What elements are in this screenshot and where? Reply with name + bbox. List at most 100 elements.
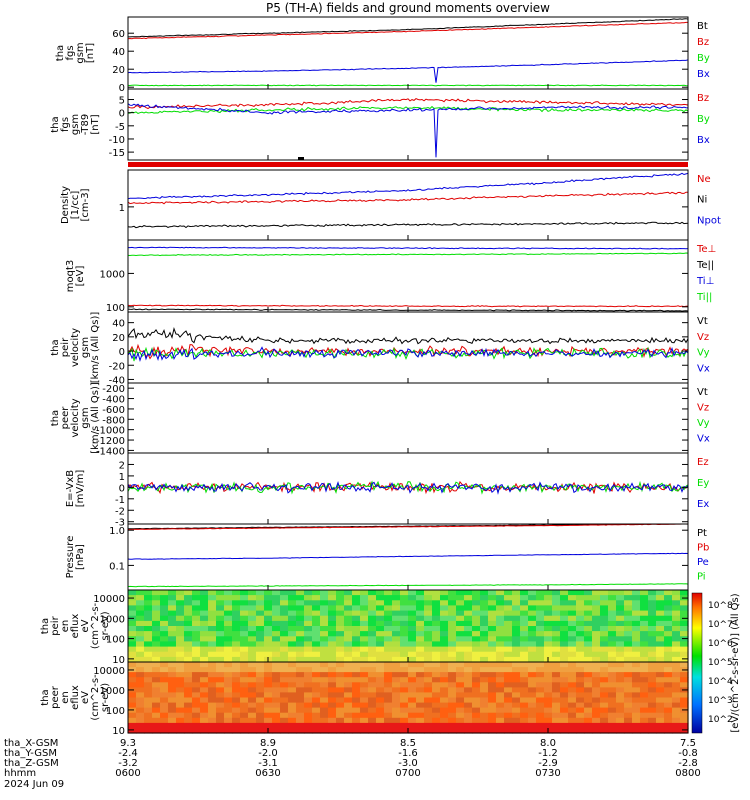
heatmap-cell — [224, 667, 233, 673]
heatmap-cell — [632, 712, 641, 719]
heatmap-cell — [520, 677, 529, 683]
heatmap-cell — [168, 707, 177, 714]
heatmap-cell — [240, 677, 249, 683]
heatmap-cell — [280, 590, 289, 596]
heatmap-cell — [560, 600, 569, 606]
heatmap-cell — [528, 636, 537, 642]
heatmap-cell — [544, 651, 553, 658]
heatmap-cell — [616, 677, 625, 683]
heatmap-cell — [584, 656, 593, 663]
heatmap-cell — [296, 646, 305, 653]
heatmap-cell — [472, 677, 481, 683]
heatmap-cell — [584, 641, 593, 648]
heatmap-cell — [208, 590, 217, 596]
heatmap-cell — [336, 590, 345, 596]
heatmap-cell — [520, 656, 529, 663]
heatmap-cell — [680, 626, 689, 632]
heatmap-cell — [400, 631, 409, 637]
heatmap-cell — [424, 712, 433, 719]
heatmap-cell — [360, 697, 369, 704]
heatmap-cell — [608, 687, 617, 694]
heatmap-cell — [368, 722, 377, 729]
heatmap-cell — [296, 595, 305, 601]
heatmap-cell — [432, 605, 441, 612]
series-line-Bt — [128, 18, 689, 38]
heatmap-cell — [424, 646, 433, 653]
heatmap-cell — [608, 595, 617, 601]
heatmap-cell — [160, 667, 169, 673]
heatmap-cell — [376, 712, 385, 719]
heatmap-cell — [448, 631, 457, 637]
heatmap-cell — [592, 662, 601, 668]
heatmap-cell — [560, 727, 569, 734]
heatmap-cell — [608, 610, 617, 617]
heatmap-cell — [136, 707, 145, 714]
heatmap-cell — [512, 656, 521, 663]
heatmap-cell — [568, 727, 577, 734]
heatmap-cell — [400, 626, 409, 632]
heatmap-cell — [672, 636, 681, 642]
heatmap-cell — [424, 620, 433, 627]
heatmap-cell — [336, 727, 345, 734]
heatmap-cell — [360, 620, 369, 627]
tick-label: 1 — [119, 472, 125, 483]
heatmap-cell — [264, 667, 273, 673]
heatmap-cell — [584, 636, 593, 642]
heatmap-cell — [328, 727, 337, 734]
heatmap-cell — [568, 600, 577, 606]
heatmap-cell — [416, 712, 425, 719]
heatmap-cell — [672, 677, 681, 683]
heatmap-cell — [368, 707, 377, 714]
heatmap-cell — [448, 610, 457, 617]
heatmap-cell — [224, 717, 233, 724]
legend-Bz: Bz — [697, 93, 709, 104]
heatmap-cell — [128, 620, 137, 627]
heatmap-cell — [328, 615, 337, 622]
heatmap-cell — [440, 682, 449, 688]
heatmap-cell — [264, 707, 273, 714]
heatmap-cell — [296, 712, 305, 719]
heatmap-cell — [168, 712, 177, 719]
heatmap-cell — [288, 672, 297, 678]
heatmap-cell — [408, 692, 417, 699]
heatmap-cell — [504, 667, 513, 673]
heatmap-cell — [656, 707, 665, 714]
heatmap-cell — [432, 620, 441, 627]
heatmap-cell — [280, 595, 289, 601]
heatmap-cell — [256, 631, 265, 637]
heatmap-cell — [560, 702, 569, 709]
heatmap-cell — [512, 697, 521, 704]
heatmap-cell — [512, 672, 521, 678]
heatmap-cell — [384, 722, 393, 729]
heatmap-cell — [416, 626, 425, 632]
heatmap-cell — [368, 631, 377, 637]
heatmap-cell — [632, 641, 641, 648]
ephem-value: -3.2 — [118, 758, 138, 769]
heatmap-cell — [280, 620, 289, 627]
heatmap-cell — [408, 641, 417, 648]
heatmap-cell — [280, 636, 289, 642]
heatmap-cell — [200, 600, 209, 606]
heatmap-cell — [672, 600, 681, 606]
status-marker — [298, 157, 304, 160]
heatmap-cell — [432, 656, 441, 663]
heatmap-cell — [448, 646, 457, 653]
heatmap-cell — [184, 722, 193, 729]
heatmap-cell — [640, 717, 649, 724]
heatmap-cell — [432, 667, 441, 673]
y-axis-label: sr-eV) — [100, 683, 111, 712]
heatmap-cell — [568, 667, 577, 673]
y-axis-label: (cm^2-s- — [90, 674, 101, 721]
heatmap-cell — [464, 651, 473, 658]
heatmap-cell — [520, 687, 529, 694]
heatmap-cell — [440, 626, 449, 632]
heatmap-cell — [320, 646, 329, 653]
heatmap-cell — [520, 626, 529, 632]
heatmap-cell — [456, 615, 465, 622]
heatmap-cell — [392, 595, 401, 601]
heatmap-cell — [208, 600, 217, 606]
heatmap-cell — [640, 692, 649, 699]
heatmap-cell — [240, 631, 249, 637]
heatmap-cell — [544, 707, 553, 714]
